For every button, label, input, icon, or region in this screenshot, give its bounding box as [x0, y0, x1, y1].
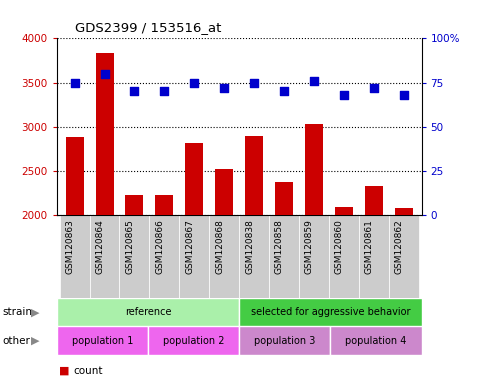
- Text: ▶: ▶: [31, 336, 39, 346]
- Bar: [179, 215, 209, 298]
- Bar: [365, 186, 383, 384]
- Text: GSM120864: GSM120864: [96, 219, 105, 274]
- Bar: [359, 215, 388, 298]
- Point: [160, 88, 168, 94]
- Point: [190, 79, 198, 86]
- Text: population 3: population 3: [254, 336, 316, 346]
- Bar: [239, 298, 422, 326]
- Bar: [126, 195, 143, 384]
- Text: population 4: population 4: [345, 336, 407, 346]
- Text: selected for aggressive behavior: selected for aggressive behavior: [250, 307, 410, 317]
- Text: population 2: population 2: [163, 336, 224, 346]
- Bar: [335, 207, 352, 384]
- Bar: [119, 215, 149, 298]
- Point: [70, 79, 78, 86]
- Bar: [215, 169, 233, 384]
- Text: GSM120866: GSM120866: [155, 219, 164, 274]
- Bar: [269, 215, 299, 298]
- Bar: [388, 215, 419, 298]
- Bar: [305, 124, 323, 384]
- Bar: [330, 326, 422, 355]
- Text: ■: ■: [59, 366, 70, 376]
- Bar: [60, 215, 90, 298]
- Text: GSM120863: GSM120863: [66, 219, 74, 274]
- Bar: [96, 53, 113, 384]
- Point: [250, 79, 258, 86]
- Text: GSM120861: GSM120861: [365, 219, 374, 274]
- Bar: [239, 215, 269, 298]
- Bar: [148, 326, 239, 355]
- Point: [400, 92, 408, 98]
- Text: GDS2399 / 153516_at: GDS2399 / 153516_at: [75, 22, 221, 35]
- Text: GSM120868: GSM120868: [215, 219, 224, 274]
- Bar: [209, 215, 239, 298]
- Text: population 1: population 1: [71, 336, 133, 346]
- Bar: [329, 215, 359, 298]
- Text: other: other: [2, 336, 31, 346]
- Point: [220, 85, 228, 91]
- Bar: [90, 215, 119, 298]
- Text: strain: strain: [2, 307, 33, 317]
- Text: count: count: [73, 366, 103, 376]
- Text: GSM120838: GSM120838: [245, 219, 254, 274]
- Bar: [394, 208, 413, 384]
- Bar: [155, 195, 174, 384]
- Text: GSM120859: GSM120859: [305, 219, 314, 274]
- Bar: [57, 326, 148, 355]
- Point: [280, 88, 288, 94]
- Bar: [245, 136, 263, 384]
- Bar: [275, 182, 293, 384]
- Text: GSM120867: GSM120867: [185, 219, 194, 274]
- Bar: [185, 142, 203, 384]
- Point: [310, 78, 318, 84]
- Text: GSM120865: GSM120865: [125, 219, 135, 274]
- Bar: [149, 215, 179, 298]
- Point: [101, 71, 108, 77]
- Point: [370, 85, 378, 91]
- Bar: [299, 215, 329, 298]
- Text: GSM120862: GSM120862: [394, 219, 404, 274]
- Point: [340, 92, 348, 98]
- Text: GSM120858: GSM120858: [275, 219, 284, 274]
- Bar: [57, 298, 239, 326]
- Text: ▶: ▶: [31, 307, 39, 317]
- Bar: [239, 326, 330, 355]
- Text: reference: reference: [125, 307, 171, 317]
- Point: [131, 88, 139, 94]
- Bar: [66, 137, 84, 384]
- Text: GSM120860: GSM120860: [335, 219, 344, 274]
